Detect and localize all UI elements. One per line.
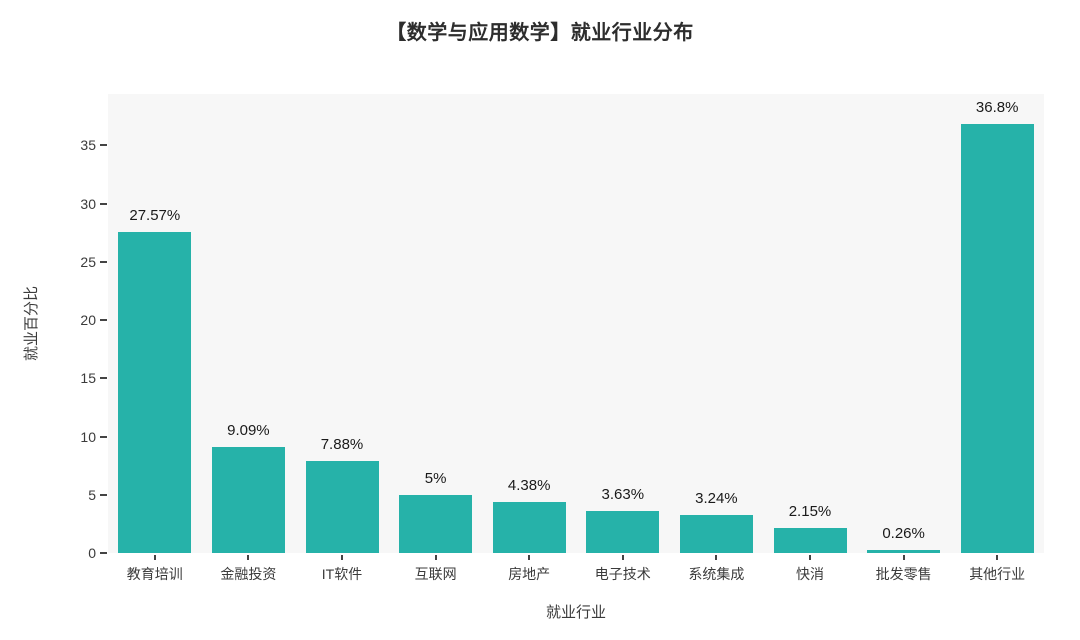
x-tick-label: IT软件 [321, 566, 363, 582]
bar-value-label: 2.15% [788, 502, 832, 520]
x-tick-mark [341, 555, 343, 560]
bar-value-label: 0.26% [882, 524, 925, 542]
y-tick-mark [100, 202, 107, 205]
x-tick-mark [809, 555, 811, 560]
y-tick-label: 15 [80, 370, 96, 387]
y-tick-label: 20 [80, 312, 96, 328]
y-tick-label: 5 [88, 486, 96, 503]
y-tick-mark [100, 493, 107, 496]
y-tick-label: 35 [80, 137, 96, 154]
bar-value-label: 3.24% [695, 490, 738, 508]
bar [211, 447, 285, 553]
x-tick-label: 互联网 [414, 566, 457, 582]
bar [960, 124, 1034, 553]
y-tick-label: 10 [80, 428, 96, 445]
x-tick-label: 教育培训 [126, 566, 183, 582]
bar-value-label: 9.09% [227, 422, 270, 440]
bar [118, 231, 192, 553]
x-tick-mark [528, 555, 531, 560]
y-tick-label: 30 [80, 195, 96, 212]
bar-value-label: 4.38% [507, 476, 551, 494]
y-tick-mark [100, 260, 107, 263]
x-tick-mark [902, 555, 905, 560]
x-tick-label: 房地产 [508, 566, 551, 582]
x-tick-mark [621, 555, 624, 560]
y-tick-mark [100, 319, 107, 321]
bar [867, 549, 941, 553]
x-tick-mark [715, 555, 718, 560]
y-tick-label: 25 [80, 253, 96, 270]
bar-value-label: 36.8% [975, 99, 1019, 117]
y-tick-mark [100, 144, 107, 147]
y-tick-mark [100, 435, 107, 438]
x-tick-label: 系统集成 [688, 566, 745, 582]
y-tick-mark [100, 377, 107, 380]
x-tick-label: 批发零售 [875, 566, 932, 582]
bar [399, 494, 473, 553]
x-tick-label: 其他行业 [969, 566, 1026, 582]
bar-value-label: 3.63% [601, 485, 645, 503]
bar-value-label: 7.88% [320, 436, 364, 454]
bar [305, 461, 379, 553]
x-tick-mark [247, 555, 250, 560]
bar-value-label: 27.57% [129, 206, 181, 224]
x-axis-title: 就业行业 [545, 604, 606, 621]
y-tick-label: 0 [88, 545, 96, 561]
chart-title: 【数学与应用数学】就业行业分布 [386, 22, 694, 44]
x-tick-label: 金融投资 [220, 566, 277, 582]
bar [773, 527, 847, 553]
x-tick-label: 电子技术 [594, 566, 651, 582]
x-tick-mark [153, 555, 156, 560]
bar [492, 501, 566, 553]
y-tick-mark [100, 552, 107, 554]
x-tick-mark [996, 555, 999, 560]
x-tick-label: 快消 [796, 566, 824, 582]
bar-value-label: 5% [424, 469, 447, 487]
bar [586, 510, 660, 553]
x-tick-mark [434, 555, 437, 560]
bar [679, 515, 753, 553]
